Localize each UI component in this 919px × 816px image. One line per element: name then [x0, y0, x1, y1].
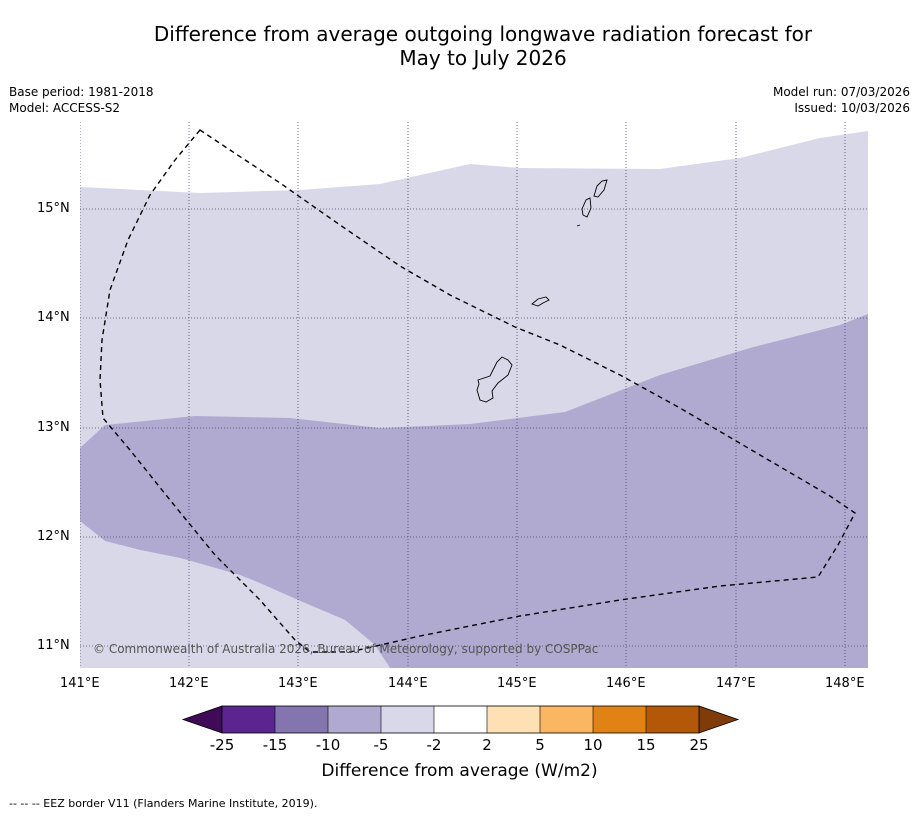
colorbar-tick-label: 5	[535, 736, 545, 754]
region-south-light	[80, 521, 390, 668]
issued-date: Issued: 10/03/2026	[794, 101, 910, 115]
colorbar-title: Difference from average (W/m2)	[321, 761, 598, 781]
colorbar-over-arrow	[698, 705, 740, 734]
lon-label-147: 147°E	[716, 676, 756, 691]
meta-right: Model run: 07/03/2026 Issued: 10/03/2026	[773, 84, 910, 116]
model-name: Model: ACCESS-S2	[9, 101, 121, 115]
lon-label-145: 145°E	[497, 676, 537, 691]
island-guam	[476, 356, 513, 403]
meta-left: Base period: 1981-2018 Model: ACCESS-S2	[9, 84, 154, 116]
graticule	[80, 122, 868, 668]
base-period: Base period: 1981-2018	[9, 85, 154, 99]
copyright-notice: © Commonwealth of Australia 2026, Bureau…	[93, 642, 599, 656]
island-aguijan	[576, 224, 581, 227]
colorbar-segment	[328, 706, 381, 733]
model-run: Model run: 07/03/2026	[772, 85, 910, 99]
map-area	[80, 122, 868, 668]
colorbar-segment	[275, 706, 328, 733]
lon-label-146: 146°E	[606, 676, 646, 691]
lat-label-14: 14°N	[37, 310, 70, 325]
colorbar-tick-label: 25	[689, 736, 709, 754]
colorbar-tick-label: 2	[482, 736, 492, 754]
title-line-2: May to July 2026	[399, 46, 567, 70]
island-saipan	[593, 179, 608, 198]
colorbar-tick-label: -10	[315, 736, 341, 754]
colorbar-tick-label: 10	[583, 736, 603, 754]
islands	[476, 179, 608, 403]
lon-label-144: 144°E	[388, 676, 428, 691]
title-line-1: Difference from average outgoing longwav…	[153, 22, 813, 46]
island-rota	[531, 296, 550, 307]
colorbar-segment	[222, 706, 275, 733]
colorbar-segment	[593, 706, 646, 733]
colorbar-segment	[540, 706, 593, 733]
eez-border	[99, 129, 856, 653]
colorbar-tick-label: -15	[262, 736, 288, 754]
colorbar-segment	[434, 706, 487, 733]
lat-label-15: 15°N	[37, 201, 70, 216]
colorbar	[181, 705, 740, 734]
colorbar-segment	[381, 706, 434, 733]
colorbar-tick-label: -2	[426, 736, 442, 754]
lon-label-141: 141°E	[60, 676, 100, 691]
colorbar-tick-label: -5	[373, 736, 389, 754]
colorbar-tick-label: -25	[209, 736, 235, 754]
lon-label-148: 148°E	[825, 676, 865, 691]
lat-label-12: 12°N	[37, 529, 70, 544]
lon-label-142: 142°E	[169, 676, 209, 691]
colorbar-frame	[221, 705, 700, 734]
colorbar-segment	[487, 706, 540, 733]
colorbar-tick-label: 15	[636, 736, 656, 754]
colorbar-segment	[646, 706, 699, 733]
region-minus10-to-minus5	[80, 314, 868, 668]
lat-label-13: 13°N	[37, 420, 70, 435]
colorbar-under-arrow	[181, 705, 223, 734]
lon-label-143: 143°E	[278, 676, 318, 691]
chart-title: Difference from average outgoing longwav…	[0, 22, 919, 70]
island-tinian	[581, 197, 592, 218]
lat-label-11: 11°N	[37, 638, 70, 653]
eez-footnote: -- -- -- EEZ border V11 (Flanders Marine…	[9, 797, 318, 810]
